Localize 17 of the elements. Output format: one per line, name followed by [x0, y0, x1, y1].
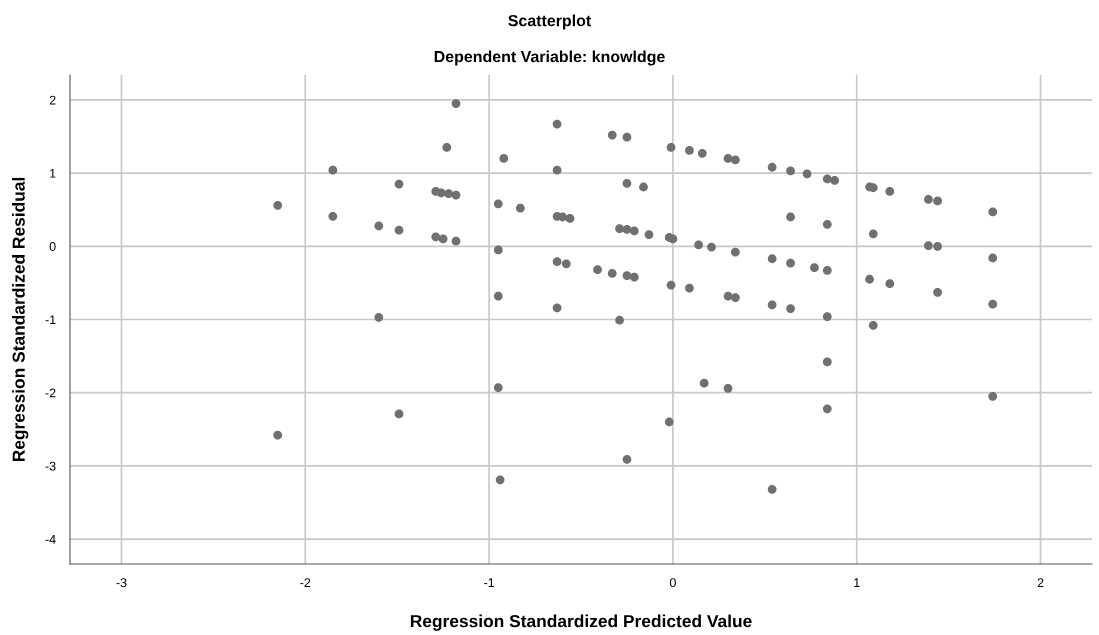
y-tick-label: 1	[50, 169, 56, 178]
x-tick-label: -1	[484, 578, 495, 587]
x-tick-label: -2	[300, 578, 311, 587]
x-tick-label: 1	[854, 578, 860, 587]
y-axis-title: Regression Standardized Residual	[12, 177, 29, 462]
y-tick-label: 2	[49, 95, 56, 105]
x-axis-title: Regression Standardized Predicted Value	[410, 614, 752, 631]
y-tick-label: -3	[45, 461, 56, 471]
y-tick-label: 0	[49, 242, 56, 251]
x-tick-label: 2	[1037, 578, 1044, 587]
x-tick-label: 0	[669, 578, 676, 588]
x-tick-label: -3	[116, 578, 127, 588]
y-tick-label: -2	[45, 388, 56, 398]
y-tick-label: -4	[45, 535, 56, 544]
chart-subtitle: Dependent Variable: knowldge	[434, 50, 665, 66]
chart-title: Scatterplot	[508, 14, 592, 30]
y-tick-label: -1	[45, 315, 56, 325]
